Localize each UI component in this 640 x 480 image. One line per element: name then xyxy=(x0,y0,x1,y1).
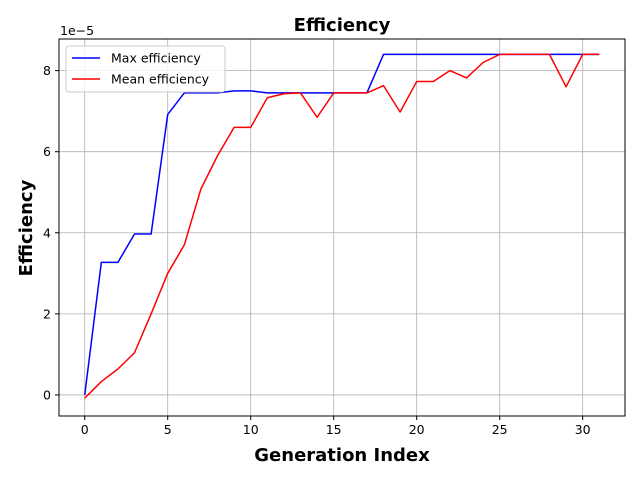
y-tick-label: 8 xyxy=(43,63,51,78)
y-axis-multiplier: 1e−5 xyxy=(60,23,94,38)
legend-label-mean-efficiency: Mean efficiency xyxy=(111,72,210,87)
x-tick-label: 10 xyxy=(243,422,259,437)
legend-label-max-efficiency: Max efficiency xyxy=(111,51,201,66)
x-tick-label: 5 xyxy=(164,422,172,437)
series-line-mean-efficiency xyxy=(84,53,600,399)
y-axis-label: Efficiency xyxy=(16,179,37,276)
plot-area-frame xyxy=(58,38,626,417)
chart-title: Efficiency xyxy=(294,15,391,36)
y-tick-label: 6 xyxy=(43,144,51,159)
x-tick-label: 0 xyxy=(81,422,89,437)
x-tick-label: 15 xyxy=(326,422,342,437)
grid xyxy=(59,39,625,416)
y-tick-label: 2 xyxy=(43,306,51,321)
x-tick-label: 30 xyxy=(575,422,591,437)
axis-ticks: 0 5 10 15 20 25 30 0 2 4 6 8 xyxy=(43,63,591,437)
legend: Max efficiency Mean efficiency xyxy=(65,45,226,93)
x-tick-label: 20 xyxy=(409,422,425,437)
series-lines xyxy=(83,53,600,399)
x-tick-label: 25 xyxy=(492,422,508,437)
y-tick-label: 0 xyxy=(43,387,51,402)
y-tick-label: 4 xyxy=(43,225,51,240)
x-axis-label: Generation Index xyxy=(254,445,430,466)
legend-box xyxy=(65,45,226,93)
